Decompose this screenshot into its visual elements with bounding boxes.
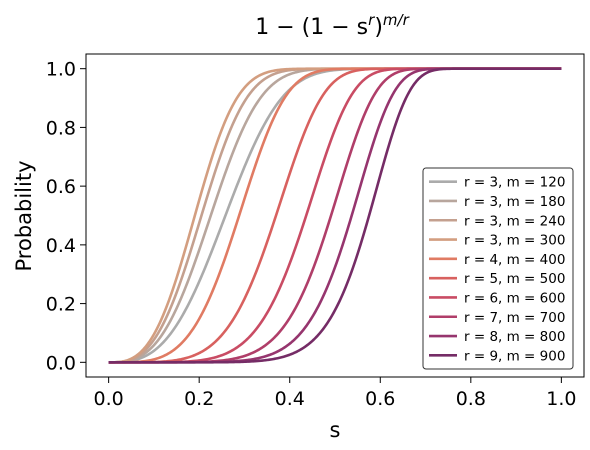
series-line-10 — [108, 67, 562, 364]
y-tick-label: 0.6 — [46, 176, 76, 198]
chart-title: 1 − (1 − sr)m/r — [255, 11, 409, 40]
title-exp-r: r — [368, 11, 375, 29]
x-tick-label: 0.4 — [275, 388, 305, 410]
legend-label: r = 3, m = 180 — [464, 194, 565, 210]
legend-label: r = 3, m = 120 — [464, 175, 565, 191]
legend: r = 3, m = 120 r = 3, m = 180 r = 3, m = 2… — [422, 167, 574, 370]
legend-label: r = 9, m = 900 — [464, 348, 565, 364]
x-tick-label: 0.0 — [94, 388, 124, 410]
legend-label: r = 6, m = 600 — [464, 290, 565, 306]
x-tick-label: 0.2 — [184, 388, 214, 410]
legend-label: r = 8, m = 800 — [464, 329, 565, 345]
y-tick-label: 0.8 — [46, 117, 76, 139]
y-axis: 0.0 0.2 0.4 0.6 0.8 1.0 — [46, 59, 86, 374]
legend-label: r = 4, m = 400 — [464, 252, 565, 268]
y-tick-label: 0.4 — [46, 235, 76, 257]
legend-label: r = 3, m = 300 — [464, 233, 565, 249]
plot-frame — [85, 53, 585, 378]
x-axis-label: s — [330, 418, 341, 442]
legend-label: r = 3, m = 240 — [464, 213, 565, 229]
y-tick-label: 0.0 — [46, 352, 76, 374]
y-tick-label: 0.2 — [46, 294, 76, 316]
x-tick-label: 1.0 — [546, 388, 576, 410]
title-mid: ) — [374, 15, 383, 40]
y-tick-label: 1.0 — [46, 59, 76, 81]
x-tick-label: 0.6 — [365, 388, 395, 410]
plot-lines — [108, 67, 562, 364]
y-axis-label: Probability — [12, 160, 36, 271]
x-tick-label: 0.8 — [456, 388, 486, 410]
legend-label: r = 7, m = 700 — [464, 310, 565, 326]
legend-label: r = 5, m = 500 — [464, 271, 565, 287]
legend-box — [422, 167, 574, 370]
title-base: 1 − (1 − s — [255, 15, 368, 40]
x-axis: 0.0 0.2 0.4 0.6 0.8 1.0 — [94, 377, 576, 410]
title-exp-mr: m/r — [383, 11, 410, 29]
